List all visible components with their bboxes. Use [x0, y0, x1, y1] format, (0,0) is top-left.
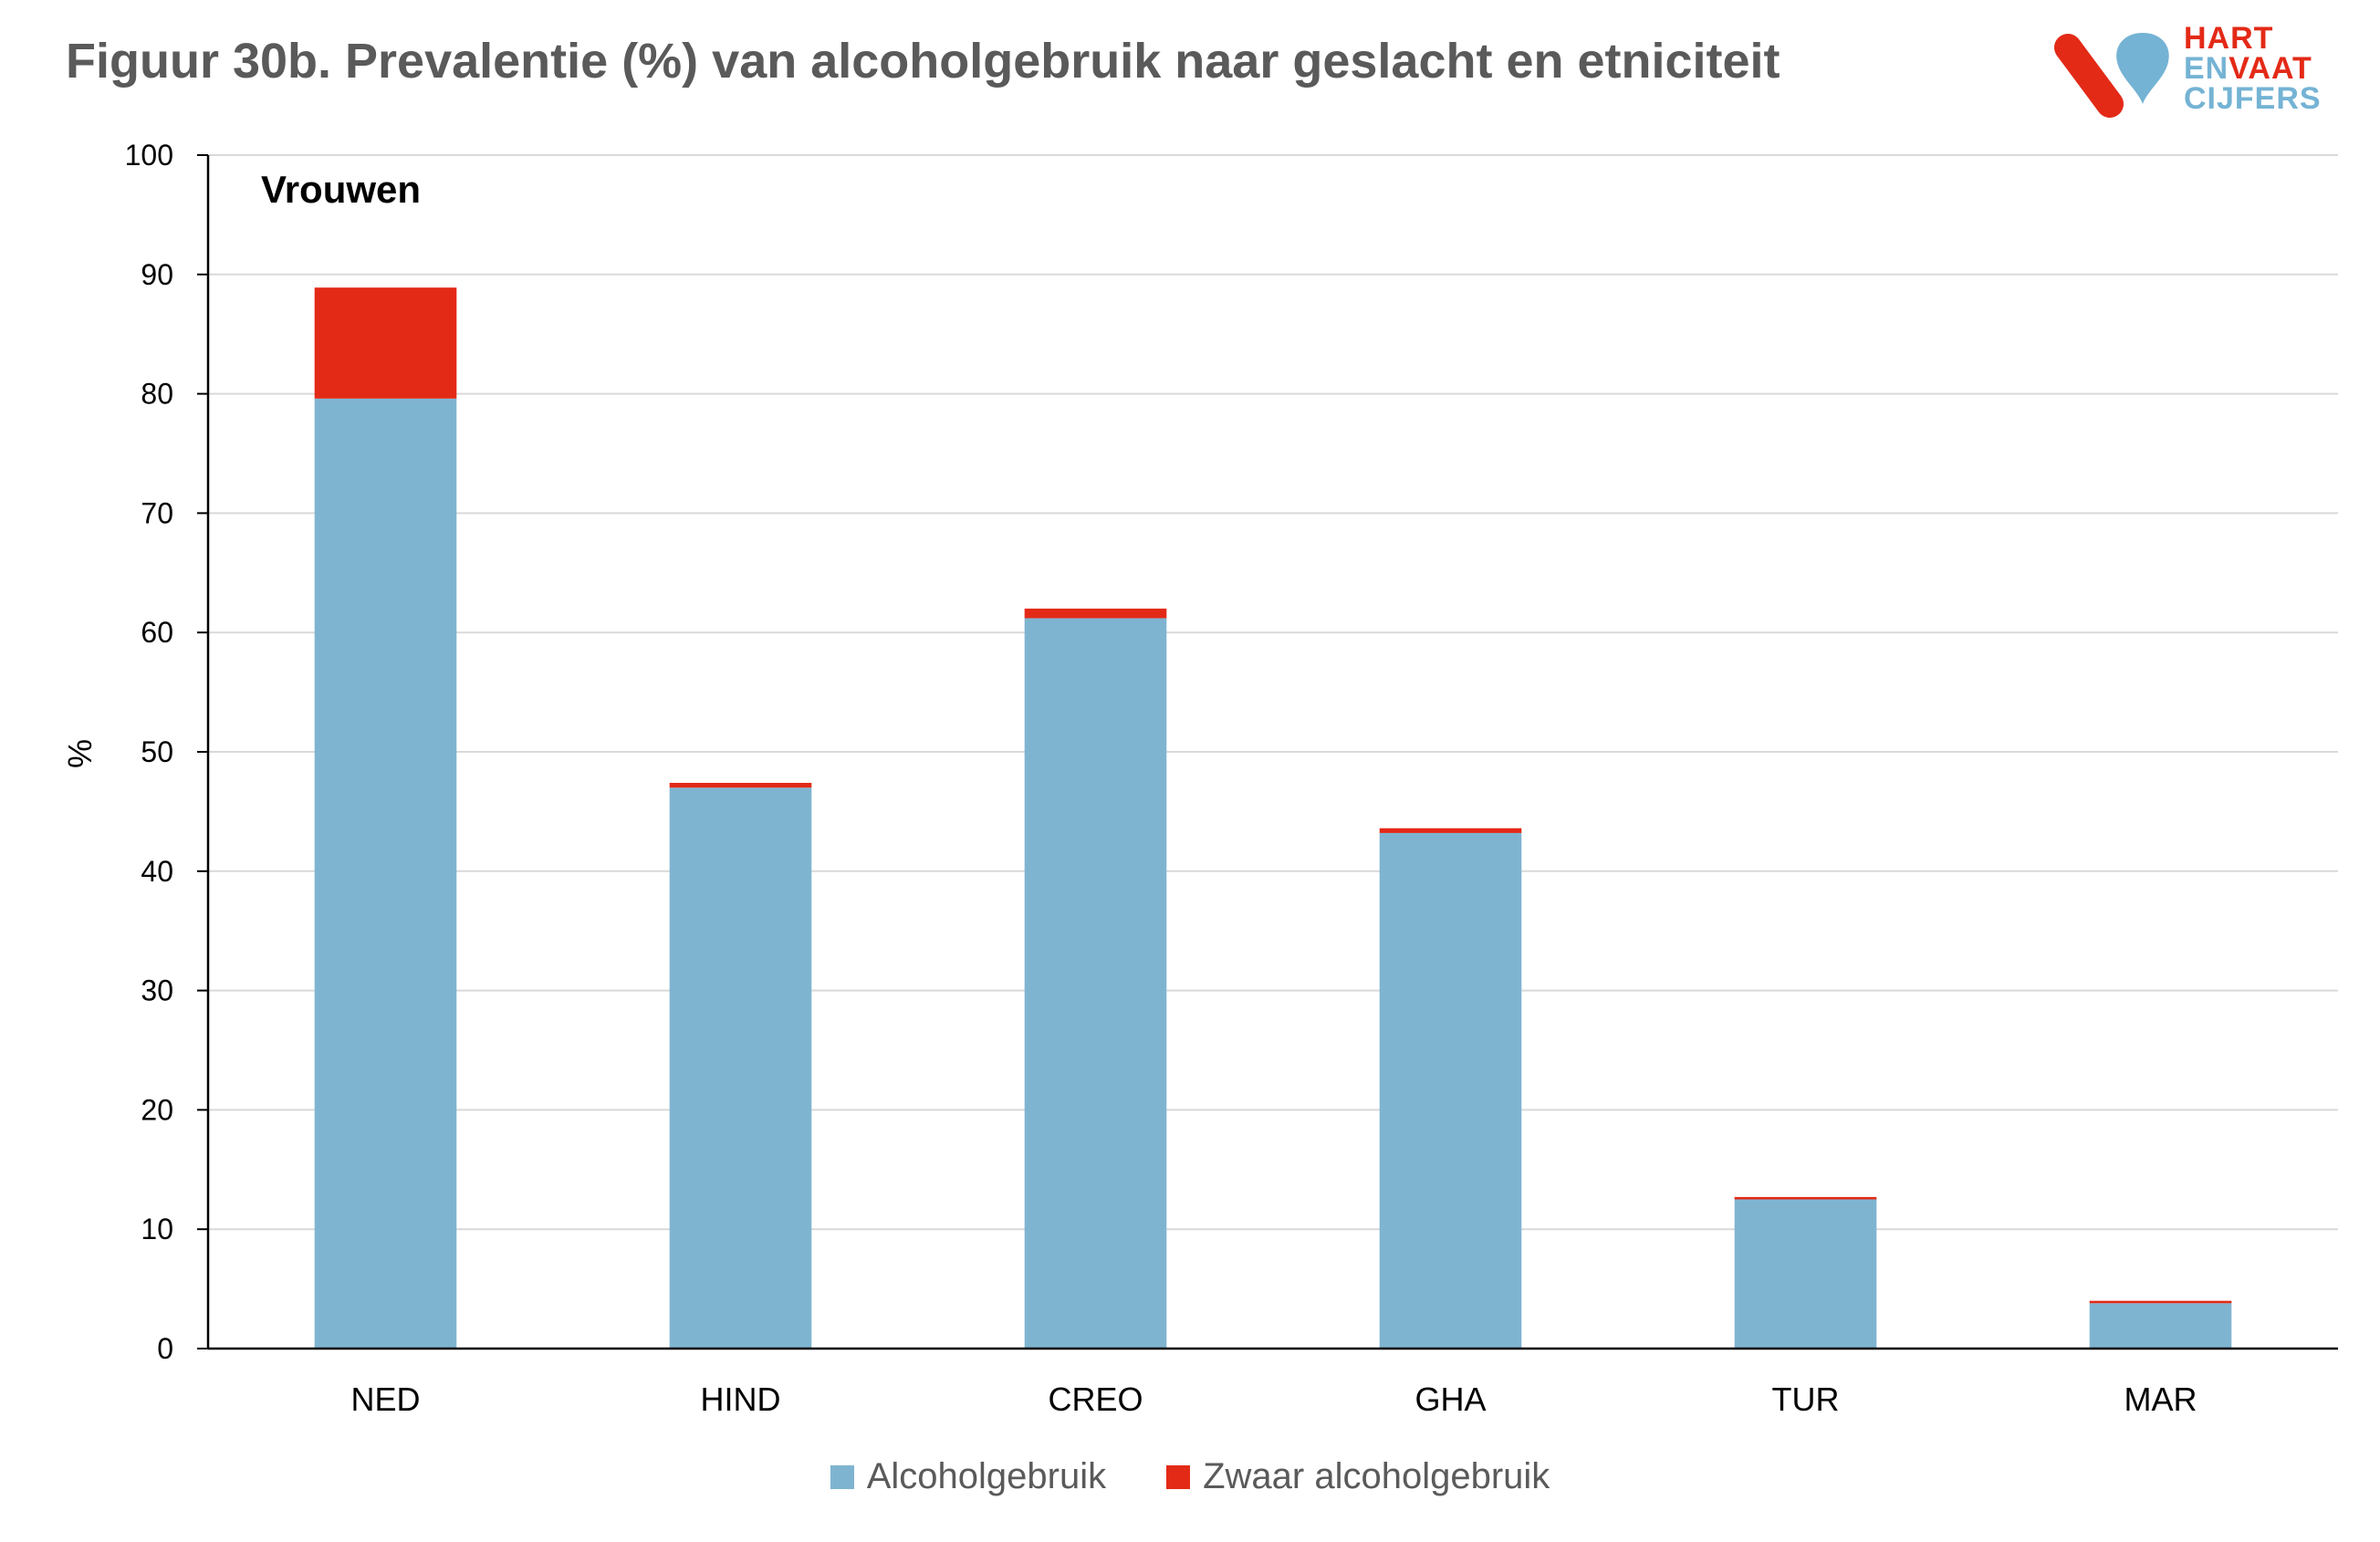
y-tick-label: 40 — [141, 855, 173, 888]
legend-swatch-heavy-alcohol — [1166, 1464, 1191, 1489]
bar-alcohol-mar — [2089, 1303, 2232, 1349]
bar-alcohol-tur — [1734, 1199, 1877, 1349]
legend-swatch-alcohol — [830, 1464, 854, 1489]
x-tick-label-mar: MAR — [2124, 1381, 2197, 1418]
y-tick-label: 0 — [157, 1332, 173, 1365]
logo-line-3: CIJFERS — [2184, 81, 2322, 116]
y-tick-label: 80 — [141, 378, 173, 411]
gridlines — [208, 154, 2338, 1231]
y-tick-label: 70 — [141, 496, 173, 529]
y-tick-label: 90 — [141, 258, 173, 291]
y-tick-label: 50 — [141, 735, 173, 768]
bars — [314, 287, 2232, 1349]
x-tick-label-tur: TUR — [1772, 1381, 1840, 1418]
bar-alcohol-ned — [314, 398, 457, 1349]
legend-item-heavy-alcohol: Zwaar alcoholgebruik — [1166, 1456, 1550, 1497]
bar-heavy-alcohol-ned — [314, 287, 457, 399]
x-tick-label-hind: HIND — [701, 1381, 781, 1418]
legend-label-alcohol: Alcoholgebruik — [866, 1456, 1107, 1496]
legend-item-alcohol: Alcoholgebruik — [830, 1456, 1106, 1497]
bar-alcohol-creo — [1024, 618, 1167, 1349]
y-axis-title: % — [61, 739, 99, 768]
y-tick-label: 100 — [125, 139, 173, 172]
y-tick-labels: 0 10 20 30 40 50 60 70 80 90 100 — [125, 139, 173, 1365]
bar-heavy-alcohol-gha — [1379, 828, 1522, 833]
bar-alcohol-gha — [1379, 832, 1522, 1349]
y-tick-label: 60 — [141, 616, 173, 649]
logo-line-2b: VAAT — [2229, 51, 2312, 86]
x-tick-label-ned: NED — [350, 1381, 420, 1418]
panel-label: Vrouwen — [261, 168, 421, 211]
heart-drop-logo-icon — [2054, 33, 2169, 118]
bar-heavy-alcohol-hind — [669, 783, 812, 788]
axes — [197, 154, 2338, 1350]
x-tick-label-gha: GHA — [1414, 1381, 1486, 1418]
hart-en-vaat-cijfers-logo: HART ENVAAT CIJFERS — [2053, 21, 2364, 133]
legend-label-heavy-alcohol: Zwaar alcoholgebruik — [1203, 1456, 1550, 1496]
figure-title: Figuur 30b. Prevalentie (%) van alcoholg… — [66, 34, 1780, 89]
legend: Alcoholgebruik Zwaar alcoholgebruik — [0, 1456, 2380, 1497]
y-tick-label: 30 — [141, 974, 173, 1007]
x-tick-labels: NED HIND CREO GHA TUR MAR — [350, 1381, 2197, 1418]
y-tick-label: 20 — [141, 1093, 173, 1126]
x-tick-label-creo: CREO — [1048, 1381, 1143, 1418]
stacked-bar-chart: 0 10 20 30 40 50 60 70 80 90 100 NED HIND CREO GHA TUR… — [61, 139, 2338, 1418]
logo-line-2a: EN — [2184, 51, 2229, 86]
bar-heavy-alcohol-mar — [2089, 1300, 2232, 1304]
y-tick-label: 10 — [141, 1213, 173, 1245]
logo-line-1: HART — [2184, 21, 2274, 56]
bar-alcohol-hind — [669, 787, 812, 1349]
bar-heavy-alcohol-creo — [1024, 609, 1167, 619]
bar-heavy-alcohol-tur — [1734, 1196, 1877, 1200]
